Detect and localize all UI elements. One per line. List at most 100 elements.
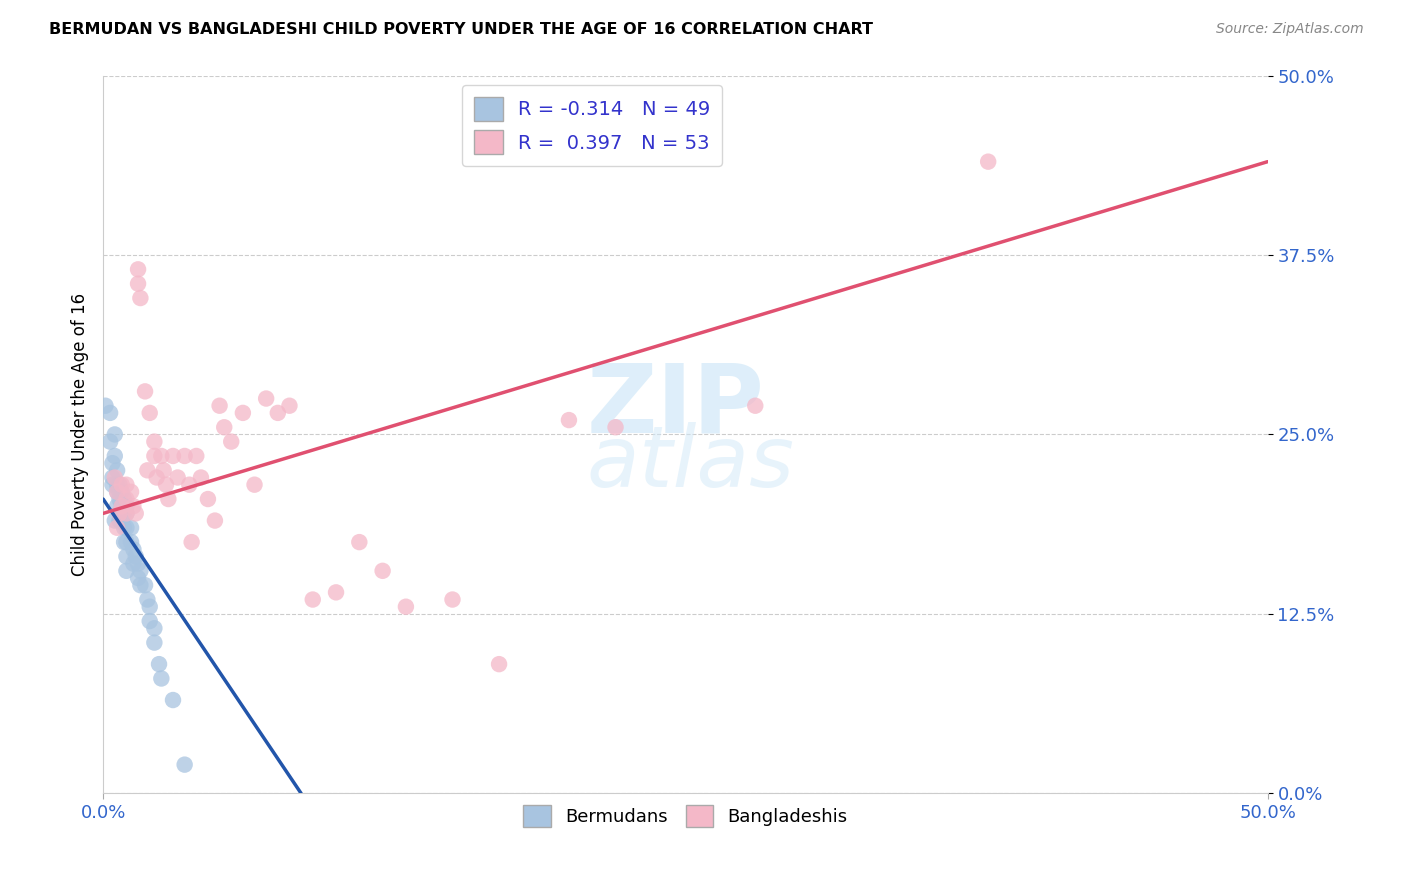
Point bbox=[157, 491, 180, 506]
Point bbox=[179, 477, 201, 491]
Text: BERMUDAN VS BANGLADESHI CHILD POVERTY UNDER THE AGE OF 16 CORRELATION CHART: BERMUDAN VS BANGLADESHI CHILD POVERTY UN… bbox=[49, 22, 873, 37]
Point bbox=[115, 507, 138, 521]
Point bbox=[108, 514, 131, 528]
Point bbox=[744, 399, 766, 413]
Point bbox=[108, 484, 131, 499]
Point bbox=[558, 413, 581, 427]
Point bbox=[143, 621, 166, 635]
Point bbox=[150, 672, 173, 686]
Point bbox=[108, 477, 131, 491]
Point bbox=[232, 406, 254, 420]
Point bbox=[120, 521, 142, 535]
Point bbox=[129, 564, 152, 578]
Point bbox=[115, 477, 138, 491]
Point bbox=[98, 406, 121, 420]
Point bbox=[278, 399, 301, 413]
Point bbox=[112, 507, 135, 521]
Point bbox=[148, 657, 170, 672]
Point bbox=[112, 491, 135, 506]
Point bbox=[111, 477, 134, 491]
Y-axis label: Child Poverty Under the Age of 16: Child Poverty Under the Age of 16 bbox=[72, 293, 89, 576]
Point bbox=[395, 599, 418, 614]
Point bbox=[111, 500, 134, 514]
Point bbox=[267, 406, 290, 420]
Point bbox=[162, 449, 184, 463]
Point bbox=[219, 434, 242, 449]
Point bbox=[243, 477, 266, 491]
Point bbox=[180, 535, 202, 549]
Point bbox=[325, 585, 347, 599]
Point bbox=[125, 507, 148, 521]
Point bbox=[127, 277, 149, 291]
Point bbox=[605, 420, 627, 434]
Point bbox=[138, 614, 160, 628]
Point bbox=[105, 463, 128, 477]
Point bbox=[166, 470, 188, 484]
Point bbox=[115, 491, 138, 506]
Point bbox=[150, 449, 173, 463]
Point bbox=[104, 427, 127, 442]
Point bbox=[122, 557, 145, 571]
Text: atlas: atlas bbox=[586, 422, 794, 505]
Point bbox=[371, 564, 394, 578]
Point bbox=[120, 484, 142, 499]
Point bbox=[190, 470, 212, 484]
Point bbox=[441, 592, 464, 607]
Point bbox=[105, 477, 128, 491]
Point bbox=[125, 549, 148, 564]
Point bbox=[104, 449, 127, 463]
Point bbox=[134, 384, 156, 399]
Point bbox=[115, 521, 138, 535]
Point bbox=[122, 500, 145, 514]
Point bbox=[349, 535, 371, 549]
Point bbox=[120, 535, 142, 549]
Point bbox=[488, 657, 510, 672]
Point bbox=[127, 262, 149, 277]
Text: ZIP: ZIP bbox=[586, 359, 765, 452]
Point bbox=[136, 463, 159, 477]
Point bbox=[129, 578, 152, 592]
Point bbox=[212, 420, 235, 434]
Point bbox=[173, 757, 195, 772]
Text: Source: ZipAtlas.com: Source: ZipAtlas.com bbox=[1216, 22, 1364, 37]
Point bbox=[104, 470, 127, 484]
Point bbox=[104, 514, 127, 528]
Point bbox=[115, 564, 138, 578]
Point bbox=[101, 477, 124, 491]
Point bbox=[115, 535, 138, 549]
Point bbox=[197, 491, 219, 506]
Point bbox=[162, 693, 184, 707]
Point bbox=[108, 491, 131, 506]
Point bbox=[105, 521, 128, 535]
Point bbox=[111, 484, 134, 499]
Point bbox=[115, 549, 138, 564]
Point bbox=[208, 399, 231, 413]
Point bbox=[138, 406, 160, 420]
Point bbox=[977, 154, 1000, 169]
Point bbox=[101, 470, 124, 484]
Point bbox=[122, 542, 145, 557]
Point bbox=[98, 434, 121, 449]
Point bbox=[138, 599, 160, 614]
Point bbox=[173, 449, 195, 463]
Point bbox=[136, 592, 159, 607]
Point bbox=[112, 535, 135, 549]
Point bbox=[155, 477, 177, 491]
Point bbox=[143, 635, 166, 649]
Legend: Bermudans, Bangladeshis: Bermudans, Bangladeshis bbox=[516, 798, 855, 835]
Point bbox=[301, 592, 323, 607]
Point bbox=[143, 449, 166, 463]
Point bbox=[111, 514, 134, 528]
Point bbox=[143, 434, 166, 449]
Point bbox=[186, 449, 208, 463]
Point bbox=[134, 578, 156, 592]
Point bbox=[115, 507, 138, 521]
Point bbox=[105, 484, 128, 499]
Point bbox=[108, 507, 131, 521]
Point bbox=[129, 291, 152, 305]
Point bbox=[127, 571, 149, 585]
Point bbox=[111, 500, 134, 514]
Point bbox=[105, 500, 128, 514]
Point bbox=[115, 500, 138, 514]
Point bbox=[152, 463, 174, 477]
